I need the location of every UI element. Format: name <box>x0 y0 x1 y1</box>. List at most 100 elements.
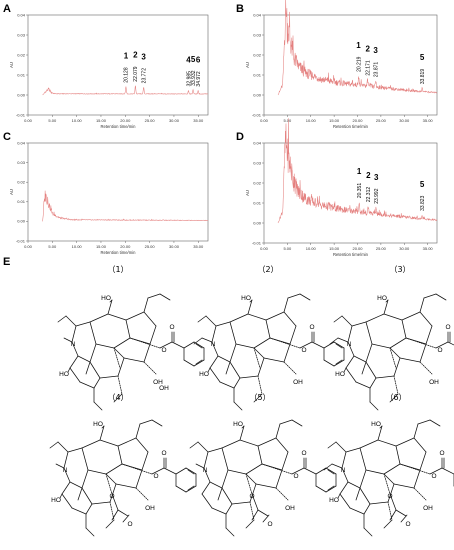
bond <box>329 337 339 345</box>
bond <box>383 463 401 475</box>
bond <box>245 473 253 495</box>
peak-number-label: 6 <box>196 56 201 65</box>
bond <box>269 337 301 349</box>
x-tick-label: 20.00 <box>353 246 364 251</box>
atom-label: O <box>445 324 450 331</box>
x-tick-label: 35.00 <box>423 118 434 123</box>
bond <box>89 321 97 345</box>
bond <box>429 419 441 427</box>
bond <box>365 361 377 379</box>
bond <box>347 481 361 489</box>
bond <box>337 337 349 343</box>
bond <box>113 393 123 403</box>
bond <box>359 487 371 505</box>
bond <box>141 451 149 471</box>
structure-3: O O N HO HO OH <box>329 293 454 411</box>
bond <box>341 315 353 327</box>
x-tick-label: 20.00 <box>120 118 131 123</box>
bond <box>257 509 269 517</box>
bond <box>233 401 243 411</box>
peak-number-label: 5 <box>420 53 425 62</box>
bond <box>159 293 171 301</box>
bond <box>399 357 421 363</box>
bond <box>377 439 397 447</box>
bond <box>57 441 69 453</box>
bond <box>109 299 113 303</box>
compound-label: （3） <box>389 265 410 274</box>
bond <box>435 341 449 349</box>
bond <box>113 347 125 359</box>
bond <box>233 377 241 389</box>
bond <box>143 361 157 375</box>
bond <box>139 419 153 425</box>
bond <box>225 503 233 515</box>
y-tick-label: -0.01 <box>16 238 26 243</box>
bond <box>209 367 221 383</box>
atom-label: O <box>301 347 306 354</box>
bond <box>207 447 223 453</box>
bond <box>67 447 83 453</box>
x-tick-label: 10.00 <box>306 118 317 123</box>
peak-number-label: 4 <box>186 55 191 64</box>
bond <box>359 469 367 489</box>
bond <box>251 493 259 511</box>
x-tick-label: 5.00 <box>283 118 292 123</box>
bond <box>239 425 245 441</box>
bond <box>151 419 163 427</box>
atom-label: O <box>169 324 174 331</box>
bond <box>147 293 161 299</box>
bond <box>389 493 397 511</box>
bond <box>341 467 349 483</box>
bond <box>279 419 293 425</box>
atom-label: N <box>63 467 68 474</box>
x-tick-label: 0.00 <box>24 244 33 249</box>
bond <box>325 485 337 493</box>
bond <box>405 337 437 349</box>
bond <box>105 519 115 529</box>
bond <box>341 451 347 469</box>
bond <box>355 381 371 389</box>
atom-label: HO <box>377 295 387 302</box>
bond <box>99 439 119 447</box>
x-tick-label: 15.00 <box>329 246 340 251</box>
bond <box>323 341 335 349</box>
peak-rt-label: 20.128 <box>124 67 130 83</box>
bond <box>343 367 347 373</box>
peak-rt-label: 33.819 <box>420 69 426 85</box>
bond <box>365 321 373 345</box>
bond <box>193 337 203 345</box>
bond <box>401 311 421 321</box>
bond <box>221 447 229 471</box>
bond <box>99 375 119 379</box>
bond <box>387 501 393 521</box>
y-tick-label: 0.01 <box>253 72 262 77</box>
bond <box>429 467 443 475</box>
bond <box>175 485 187 493</box>
peak-number-label: 3 <box>373 46 378 55</box>
bond <box>419 343 427 363</box>
peak-number-label: 2 <box>365 45 370 54</box>
atom-label: HO <box>233 421 243 428</box>
chromatogram-trace <box>42 85 209 96</box>
peak-number-label: 1 <box>124 52 129 61</box>
x-tick-label: 10.00 <box>306 246 317 251</box>
y-tick-label: -0.01 <box>252 112 262 117</box>
y-axis-title: AU <box>9 189 14 195</box>
y-tick-label: 0.00 <box>253 92 262 97</box>
bond <box>261 463 293 475</box>
bond <box>323 359 335 367</box>
chemical-structures-panel: E（1）OONHOHOOHOH（2）OONHOHOOH（3）OONHOHOOH（… <box>3 256 454 537</box>
bond <box>171 341 185 349</box>
bond <box>109 483 117 503</box>
bond <box>71 325 77 343</box>
bond <box>395 509 407 517</box>
bond <box>333 315 343 323</box>
bond <box>359 439 379 449</box>
bond <box>203 451 209 469</box>
bond <box>337 493 341 499</box>
bond <box>201 337 213 343</box>
bond <box>117 357 125 377</box>
bond <box>217 355 231 363</box>
atom-label: O <box>153 473 158 480</box>
